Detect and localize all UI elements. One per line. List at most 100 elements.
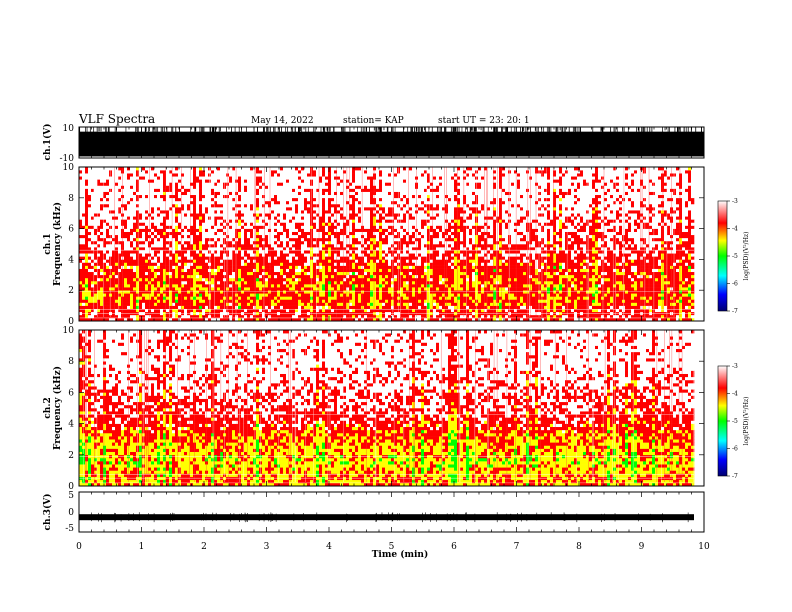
- spectrogram-cell: [214, 188, 218, 192]
- spectrogram-cell: [238, 259, 242, 263]
- spectrogram-cell: [100, 296, 104, 300]
- spectrogram-cell: [145, 250, 149, 254]
- spectrogram-cell: [256, 216, 260, 220]
- spectrogram-cell: [232, 262, 236, 266]
- spectrogram-cell: [154, 188, 158, 192]
- spectrogram-cell: [178, 207, 182, 211]
- spectrogram-cell: [118, 231, 122, 236]
- spectrogram-cell: [151, 287, 155, 291]
- spectrogram-cell: [346, 222, 350, 226]
- spectrogram-cell: [259, 179, 263, 183]
- spectrogram-cell: [322, 203, 326, 208]
- spectrogram-cell: [325, 173, 329, 177]
- spectrogram-cell: [340, 277, 344, 282]
- spectrogram-cell: [154, 256, 158, 260]
- spectrogram-cell: [349, 259, 353, 263]
- spectrogram-cell: [172, 207, 176, 211]
- spectrogram-cell: [178, 194, 182, 199]
- spectrogram-cell: [304, 173, 308, 177]
- spectrogram-cell: [145, 247, 149, 251]
- spectrogram-cell: [322, 250, 326, 254]
- spectrogram-cell: [82, 237, 86, 242]
- spectrogram-cell: [247, 302, 251, 306]
- spectrogram-cell: [175, 170, 179, 174]
- spectrogram-cell: [352, 237, 356, 242]
- spectrogram-cell: [160, 203, 164, 208]
- spectrogram-cell: [289, 176, 293, 180]
- spectrogram-cell: [340, 265, 344, 269]
- spectrogram-cell: [310, 203, 314, 208]
- spectrogram-cell: [265, 231, 269, 236]
- spectrogram-cell: [289, 207, 293, 211]
- spectrogram-cell: [100, 182, 104, 186]
- spectrogram-cell: [133, 256, 137, 260]
- spectrogram-cell: [277, 222, 281, 226]
- spectrogram-cell: [304, 231, 308, 236]
- spectrogram-cell: [103, 231, 107, 236]
- spectrogram-cell: [244, 247, 248, 251]
- spectrogram-cell: [301, 170, 305, 174]
- spectrogram-cell: [250, 250, 254, 254]
- spectrogram-cell: [241, 203, 245, 208]
- spectrogram-cell: [316, 213, 320, 217]
- spectrogram-cell: [100, 274, 104, 279]
- spectrogram-cell: [337, 216, 341, 220]
- spectrogram-cell: [106, 250, 110, 254]
- spectrogram-cell: [220, 240, 224, 245]
- spectrogram-cell: [298, 237, 302, 242]
- spectrogram-cell: [316, 203, 320, 208]
- spectrogram-cell: [187, 167, 191, 171]
- spectrogram-cell: [265, 262, 269, 266]
- spectrogram-cell: [340, 302, 344, 306]
- spectrogram-cell: [91, 194, 95, 199]
- spectrogram-cell: [346, 200, 350, 205]
- spectrogram-cell: [331, 210, 335, 214]
- spectrogram-cell: [139, 280, 143, 285]
- spectrogram-cell: [136, 185, 140, 189]
- spectrogram-cell: [79, 247, 83, 251]
- spectrogram-cell: [127, 170, 131, 174]
- spectrogram-cell: [310, 247, 314, 251]
- spectrogram-cell: [130, 256, 134, 260]
- spectrogram-cell: [232, 185, 236, 189]
- spectrogram-cell: [139, 314, 143, 319]
- spectrogram-cell: [337, 167, 341, 171]
- spectrogram-cell: [220, 265, 224, 269]
- spectrogram-cell: [94, 271, 98, 276]
- spectrogram-cell: [301, 265, 305, 269]
- spectrogram-cell: [235, 284, 239, 288]
- spectrogram-cell: [175, 237, 179, 242]
- spectrogram-cell: [142, 287, 146, 291]
- spectrogram-cell: [193, 213, 197, 217]
- spectrogram-cell: [268, 302, 272, 306]
- spectrogram-cell: [235, 296, 239, 300]
- spectrogram-cell: [178, 228, 182, 232]
- spectrogram-cell: [292, 287, 296, 291]
- spectrogram-cell: [247, 244, 251, 248]
- spectrogram-cell: [322, 207, 326, 211]
- spectrogram-cell: [145, 299, 149, 303]
- spectrogram-cell: [250, 237, 254, 242]
- spectrogram-cell: [283, 274, 287, 279]
- spectrogram-cell: [202, 305, 206, 309]
- spectrogram-cell: [97, 305, 101, 309]
- spectrogram-cell: [256, 244, 260, 248]
- spectrogram-cell: [280, 194, 284, 199]
- spectrogram-cell: [190, 296, 194, 300]
- spectrogram-cell: [88, 185, 92, 189]
- spectrogram-cell: [79, 240, 83, 245]
- spectrogram-cell: [280, 308, 284, 313]
- spectrogram-cell: [166, 197, 170, 202]
- spectrogram-cell: [169, 237, 173, 242]
- spectrogram-cell: [256, 253, 260, 257]
- spectrogram-cell: [115, 207, 119, 211]
- spectrogram-cell: [202, 176, 206, 180]
- spectrogram-cell: [196, 231, 200, 236]
- spectrogram-cell: [295, 244, 299, 248]
- spectrogram-cell: [97, 179, 101, 183]
- spectrogram-cell: [184, 207, 188, 211]
- spectrogram-cell: [277, 268, 281, 273]
- spectrogram-cell: [229, 194, 233, 199]
- spectrogram-cell: [193, 194, 197, 199]
- spectrogram-cell: [292, 231, 296, 236]
